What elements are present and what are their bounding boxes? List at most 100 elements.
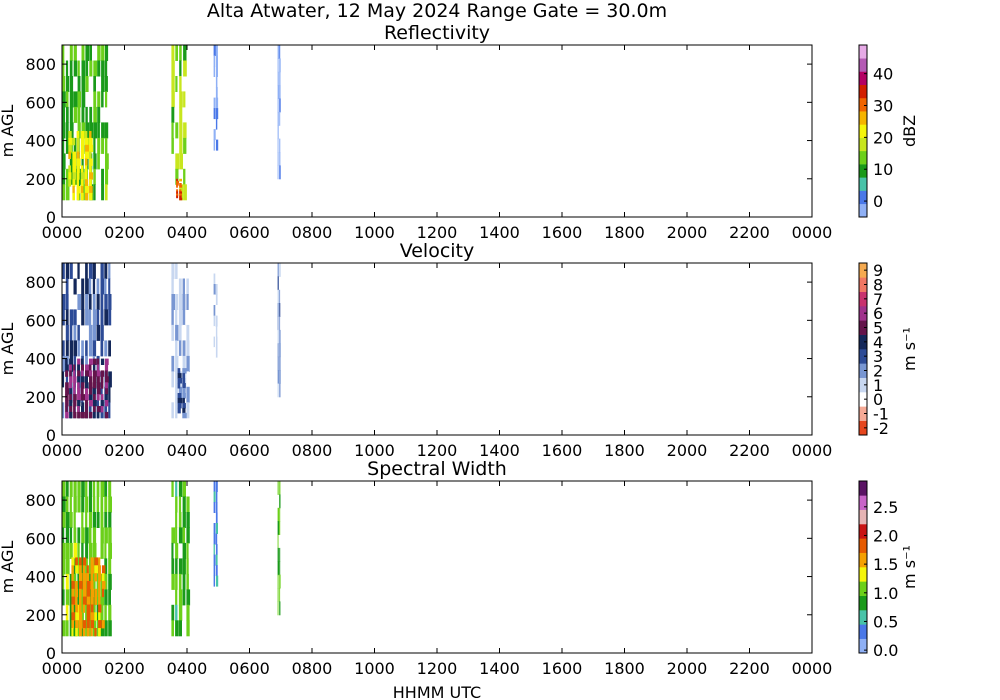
data-cell [104, 309, 108, 326]
data-cell [215, 502, 218, 513]
data-cell [213, 326, 216, 338]
data-cell [85, 122, 90, 139]
data-cell [68, 131, 72, 139]
data-cell [69, 481, 73, 497]
panel-title: Spectral Width [367, 458, 507, 480]
data-cell [182, 542, 187, 559]
data-cell [85, 388, 89, 395]
data-cell [73, 60, 78, 77]
x-tick-label: 0000 [42, 223, 83, 242]
colorbar-frame [858, 480, 868, 654]
data-cell [85, 340, 88, 357]
data-cell [96, 294, 100, 310]
data-cell [62, 153, 66, 170]
data-cell [77, 263, 80, 279]
data-cell [279, 165, 281, 180]
data-cell [73, 411, 77, 419]
colorbar-segment [859, 624, 867, 639]
x-tick-label: 0600 [229, 441, 270, 460]
data-cell [175, 542, 179, 559]
data-cell [65, 411, 69, 419]
data-cell [108, 573, 112, 590]
data-cell [186, 589, 191, 606]
data-cell [88, 481, 93, 497]
data-cell [215, 108, 219, 120]
data-cell [179, 178, 182, 182]
data-cell [186, 371, 189, 388]
data-cell [85, 106, 88, 123]
data-cell [73, 394, 77, 401]
colorbar-segment [859, 349, 867, 364]
data-cell [182, 383, 186, 389]
data-cell [277, 138, 279, 153]
colorbar-segment [859, 581, 867, 596]
data-cell [65, 400, 69, 407]
data-cell [101, 137, 105, 154]
data-cell [86, 620, 90, 629]
data-cell [81, 406, 84, 413]
data-cell [77, 106, 81, 123]
data-cell [175, 496, 178, 513]
x-tick-label: 1800 [604, 659, 645, 678]
data-cell [179, 193, 182, 197]
colorbar-segment [859, 124, 867, 138]
data-cell [77, 620, 81, 637]
x-tick-label: 1200 [417, 659, 458, 678]
colorbar-segment [859, 177, 867, 191]
data-cell [82, 581, 87, 590]
data-cell [105, 168, 109, 185]
data-cell [90, 573, 94, 582]
data-cell [277, 111, 279, 126]
x-tick-label: 0400 [167, 659, 208, 678]
data-cell [81, 382, 85, 389]
data-cell [279, 383, 281, 398]
data-cell [104, 376, 109, 383]
data-cell [279, 521, 281, 535]
data-cell [93, 406, 96, 413]
data-cell [93, 137, 96, 154]
data-cell [104, 402, 108, 419]
data-cell [92, 324, 97, 341]
data-cell [80, 151, 85, 159]
data-cell [82, 565, 85, 574]
data-cell [77, 382, 80, 389]
y-axis-label: m AGL [0, 105, 17, 158]
data-cell [75, 628, 78, 637]
data-cell [90, 620, 94, 629]
data-cell [108, 294, 112, 310]
data-cell [108, 558, 112, 575]
data-cell [85, 60, 89, 77]
data-cell [73, 376, 77, 383]
data-cell [85, 512, 88, 528]
data-cell [71, 604, 74, 613]
data-cell [81, 91, 86, 108]
data-cell [215, 55, 218, 67]
data-cell [104, 589, 108, 606]
data-cell [100, 481, 105, 497]
data-cell [69, 394, 72, 401]
data-cell [175, 309, 178, 326]
data-cell [90, 604, 94, 613]
data-cell [178, 527, 183, 544]
data-cell [277, 71, 279, 86]
data-cell [277, 316, 279, 331]
data-cell [215, 76, 218, 88]
x-tick-label: 0800 [292, 659, 333, 678]
data-cell [213, 502, 216, 513]
data-cell [79, 620, 83, 629]
data-cell [279, 356, 281, 371]
data-cell [65, 406, 68, 413]
data-cell [215, 97, 219, 109]
data-cell [65, 512, 70, 528]
data-cell [98, 628, 101, 637]
data-cell [96, 376, 100, 383]
data-cell [69, 406, 73, 413]
data-cell [65, 76, 70, 92]
data-cell [279, 98, 281, 113]
data-cell [213, 347, 216, 359]
data-cell [84, 192, 89, 201]
colorbar-tick-label: 7 [873, 290, 883, 309]
